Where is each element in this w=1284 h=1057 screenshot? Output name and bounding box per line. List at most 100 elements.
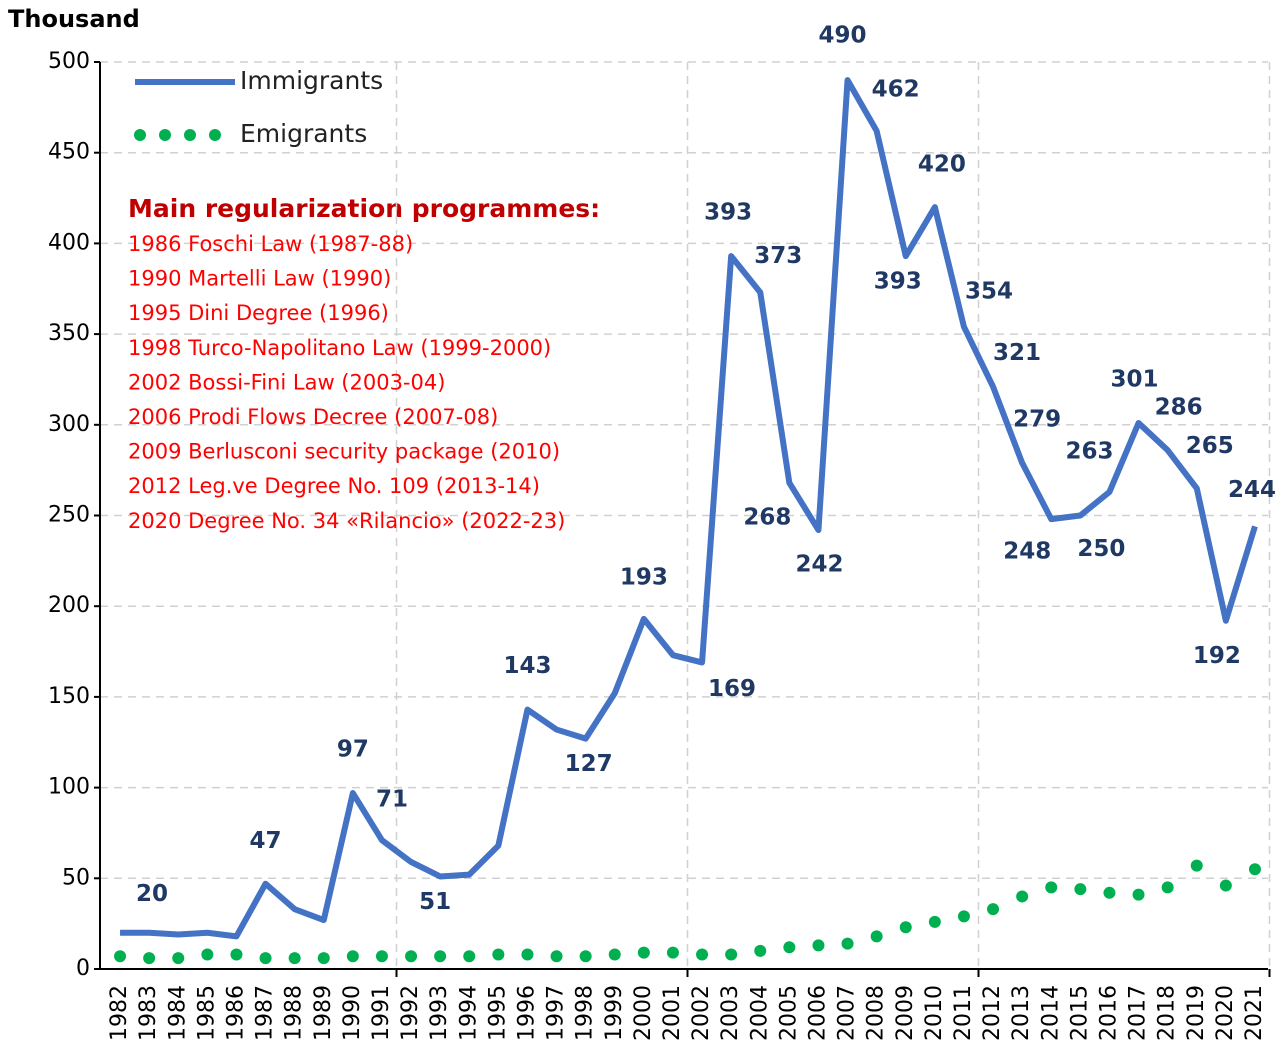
x-tick-label: 2010 (922, 985, 947, 1041)
emigrant-dot (1103, 886, 1116, 899)
annotation-line: 1998 Turco-Napolitano Law (1999-2000) (128, 336, 551, 360)
emigrant-dot (143, 952, 156, 965)
y-tick-label: 300 (48, 412, 90, 437)
x-tick-label: 2002 (689, 985, 714, 1041)
x-tick-label: 2013 (1009, 985, 1034, 1041)
data-label: 71 (376, 787, 408, 813)
annotation-line: 2020 Degree No. 34 «Rilancio» (2022-23) (128, 509, 565, 533)
legend-dot (184, 129, 196, 141)
emigrant-dot (317, 952, 330, 965)
emigrant-dot (841, 937, 854, 950)
x-tick-label: 1995 (485, 985, 510, 1041)
annotation-line: 1990 Martelli Law (1990) (128, 267, 391, 291)
data-label: 354 (965, 278, 1013, 304)
data-label: 244 (1228, 477, 1276, 503)
emigrant-dot (579, 950, 592, 963)
x-tick-label: 1997 (544, 985, 569, 1041)
annotation-line: 2012 Leg.ve Degree No. 109 (2013-14) (128, 474, 540, 498)
x-tick-label: 2016 (1096, 985, 1121, 1041)
x-tick-label: 1985 (194, 985, 219, 1041)
x-tick-label: 1988 (282, 985, 307, 1041)
emigrant-dot (608, 948, 621, 961)
data-label: 420 (918, 152, 966, 178)
x-tick-label: 1989 (311, 985, 336, 1041)
legend-dot (209, 129, 221, 141)
emigrant-dot (987, 903, 1000, 916)
y-tick-label: 150 (48, 684, 90, 709)
data-label: 490 (819, 23, 867, 49)
data-label: 250 (1077, 536, 1125, 562)
data-label: 192 (1193, 643, 1241, 669)
x-tick-label: 1990 (340, 985, 365, 1041)
y-tick-label: 500 (48, 49, 90, 74)
legend-label: Emigrants (240, 119, 367, 148)
y-tick-label: 200 (48, 593, 90, 618)
emigrant-dot (375, 950, 388, 963)
data-label: 373 (754, 243, 802, 269)
emigrant-dot (696, 948, 709, 961)
emigrant-dot (666, 946, 679, 959)
x-tick-label: 1996 (514, 985, 539, 1041)
x-tick-label: 2007 (835, 985, 860, 1041)
annotation-line: 1995 Dini Degree (1996) (128, 301, 389, 325)
x-tick-label: 2019 (1184, 985, 1209, 1041)
x-tick-label: 2000 (631, 985, 656, 1041)
y-axis-title: Thousand (8, 5, 140, 33)
emigrant-dot (259, 952, 272, 965)
x-tick-label: 2004 (747, 985, 772, 1041)
legend-label: Immigrants (240, 66, 383, 95)
y-tick-label: 400 (48, 230, 90, 255)
immigrant-line (120, 77, 1258, 940)
x-tick-label: 2015 (1067, 985, 1092, 1041)
emigrant-dot (114, 950, 127, 963)
data-label: 263 (1065, 438, 1113, 464)
emigrant-dot (899, 921, 912, 934)
data-label: 20 (136, 881, 168, 907)
x-tick-label: 2012 (980, 985, 1005, 1041)
annotation-line: 2002 Bossi-Fini Law (2003-04) (128, 370, 445, 394)
emigrant-dot (346, 950, 359, 963)
x-tick-label: 2021 (1242, 985, 1267, 1041)
emigrant-dot (1219, 879, 1232, 892)
data-label: 242 (795, 552, 843, 578)
x-tick-label: 2017 (1126, 985, 1151, 1041)
y-tick-label: 100 (48, 775, 90, 800)
x-tick-label: 1983 (136, 985, 161, 1041)
x-tick-label: 1993 (427, 985, 452, 1041)
emigrant-dot (1190, 859, 1203, 872)
legend-dot (134, 129, 146, 141)
data-label: 279 (1013, 406, 1061, 432)
emigrant-dot (492, 948, 505, 961)
emigrant-dot (870, 930, 883, 943)
emigrant-dot (521, 948, 534, 961)
annotation-line: 2006 Prodi Flows Decree (2007-08) (128, 405, 498, 429)
y-tick-label: 50 (62, 865, 90, 890)
data-label: 268 (743, 504, 791, 530)
emigrant-dot (288, 952, 301, 965)
emigrant-dot (172, 952, 185, 965)
emigrant-dot (1132, 888, 1145, 901)
y-tick-label: 0 (76, 956, 90, 981)
x-tick-label: 1992 (398, 985, 423, 1041)
x-tick-label: 2006 (805, 985, 830, 1041)
emigrant-dot (434, 950, 447, 963)
x-tick-label: 1991 (369, 985, 394, 1041)
emigrant-dot (550, 950, 563, 963)
x-tick-label: 1999 (602, 985, 627, 1041)
emigrant-dot (230, 948, 243, 961)
emigrant-dot (405, 950, 418, 963)
emigrant-dot (725, 948, 738, 961)
data-label: 51 (419, 889, 451, 915)
emigrant-dot (812, 939, 825, 952)
emigrant-dot (1248, 863, 1261, 876)
data-label: 462 (872, 76, 920, 102)
data-label: 127 (565, 751, 613, 777)
emigrant-dot (1161, 881, 1174, 894)
emigrant-dot (201, 948, 214, 961)
data-label: 97 (337, 737, 369, 763)
emigrant-dot (928, 915, 941, 928)
annotation-title: Main regularization programmes: (128, 194, 600, 223)
x-tick-label: 2011 (951, 985, 976, 1041)
x-tick-label: 2003 (718, 985, 743, 1041)
